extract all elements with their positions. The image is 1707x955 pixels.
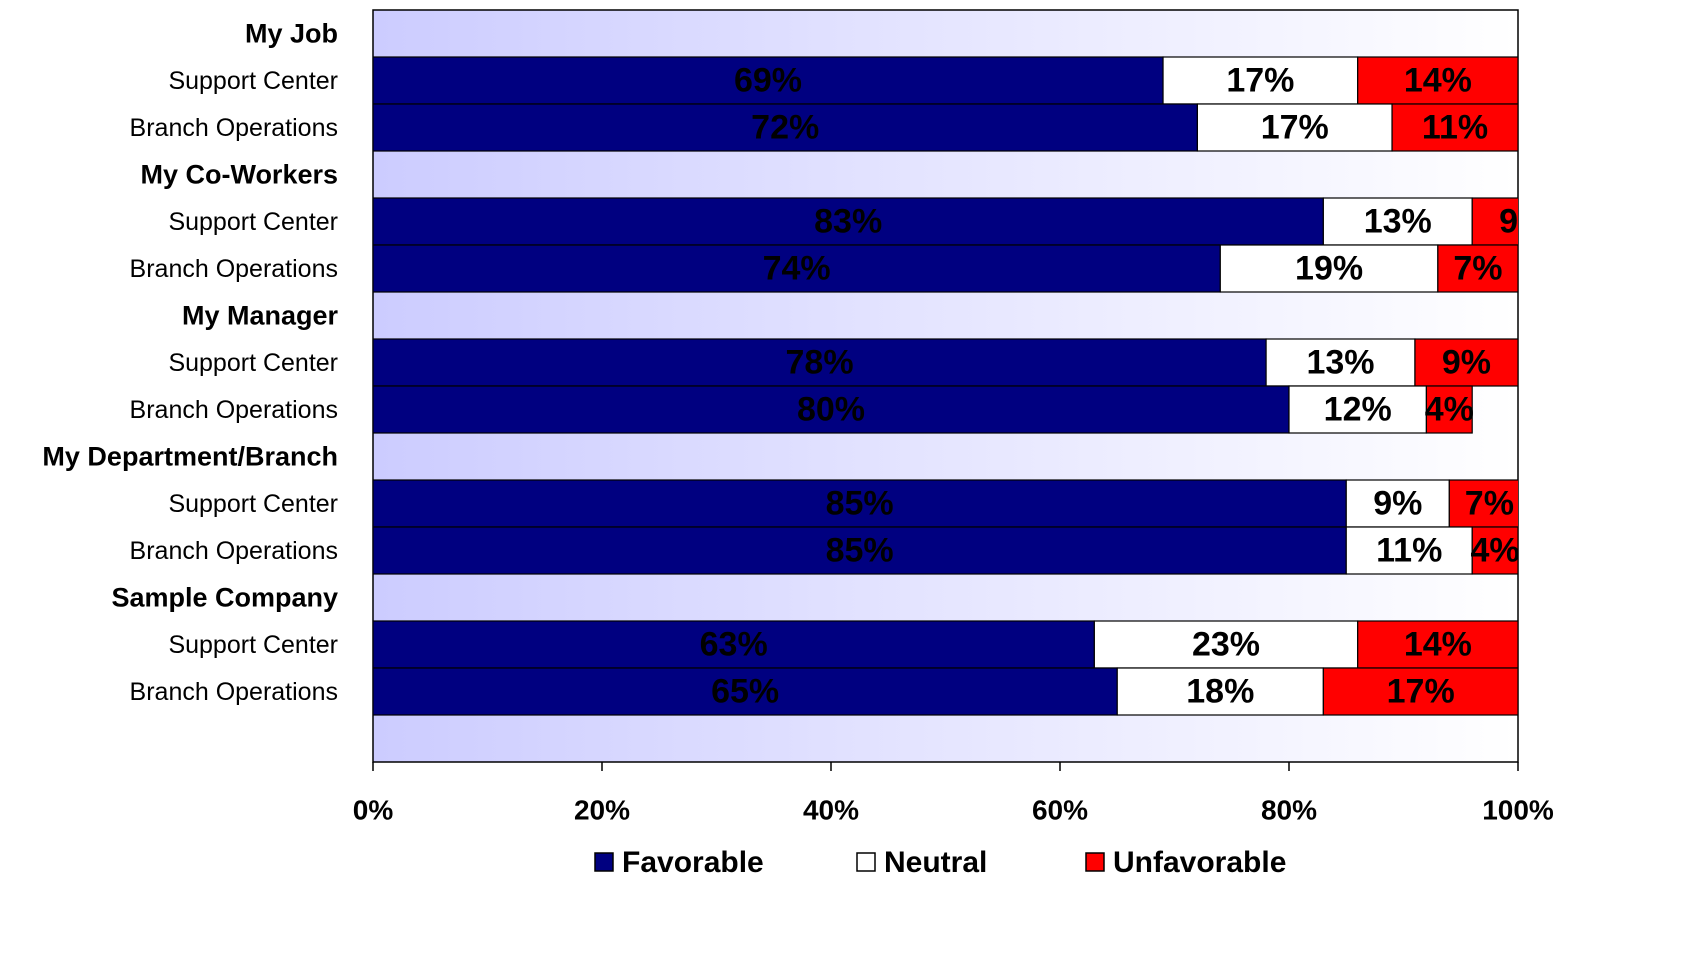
value-label: 17% [1261,108,1329,146]
legend-swatch [1085,852,1105,872]
value-label: 18% [1186,672,1254,710]
value-label: 63% [700,625,768,663]
x-tick-label: 20% [574,794,630,825]
value-label: 17% [1387,672,1455,710]
bar-segment [1288,385,1427,434]
x-tick-label: 40% [803,794,859,825]
value-label: 14% [1404,61,1472,99]
value-label: 7% [1453,249,1502,287]
bar-segment [373,244,1221,293]
legend-label: Favorable [622,846,764,879]
legend-swatch [856,852,876,872]
category-label: Branch Operations [130,678,338,706]
bar-segment [373,338,1267,387]
bar-segment [1162,56,1359,105]
bar-segment [373,103,1199,152]
group-label: My Manager [182,301,339,331]
value-label: 9% [1373,484,1422,522]
bar-segment [1219,244,1439,293]
category-label: Support Center [168,490,338,518]
bar-segment [373,526,1347,575]
x-tick-label: 60% [1032,794,1088,825]
bar-segment [373,385,1290,434]
value-label: 83% [814,202,882,240]
bar-segment [373,56,1164,105]
bar-segment [1265,338,1416,387]
legend-label: Unfavorable [1113,846,1286,879]
legend-label: Neutral [884,846,987,879]
group-label: My Co-Workers [140,160,338,190]
category-label: Branch Operations [130,396,338,424]
bar-segment [1448,479,1518,528]
category-label: Support Center [168,631,338,659]
bar-segment [1425,385,1473,434]
x-tick-label: 100% [1482,794,1554,825]
value-label: 13% [1364,202,1432,240]
category-label: Support Center [168,67,338,95]
value-label: 11% [1376,531,1442,569]
value-label: 69% [734,61,802,99]
value-label: 7% [1465,484,1514,522]
category-label: Support Center [168,208,338,236]
value-label: 85% [826,531,894,569]
value-label: 23% [1192,625,1260,663]
value-label: 78% [786,343,854,381]
value-label: 9% [1499,202,1548,240]
value-label: 19% [1295,249,1363,287]
value-label: 4% [1471,531,1520,569]
bar-segment [373,479,1347,528]
group-label: Sample Company [111,583,338,613]
legend-swatch [594,852,614,872]
category-label: Support Center [168,349,338,377]
value-label: 14% [1404,625,1472,663]
value-label: 17% [1226,61,1294,99]
category-label: Branch Operations [130,114,338,142]
value-label: 4% [1425,390,1474,428]
bar-segment [1471,526,1518,575]
value-label: 9% [1442,343,1491,381]
category-label: Branch Operations [130,255,338,283]
bar-segment [1391,103,1518,152]
bar-segment [1322,667,1518,716]
bar-segment [1471,197,1518,246]
bar-segment [1414,338,1518,387]
x-tick-label: 0% [353,794,394,825]
group-label: My Job [245,19,338,49]
bar-segment [1322,197,1473,246]
value-label: 11% [1422,108,1488,146]
value-label: 13% [1306,343,1374,381]
value-label: 72% [751,108,819,146]
bar-segment [1357,620,1518,669]
value-label: 80% [797,390,865,428]
bar-segment [1345,526,1473,575]
category-label: Branch Operations [130,537,338,565]
group-label: My Department/Branch [42,442,338,472]
bars: 69% 17% 14% 72% 17% 11% 83% 13% 9% 74% 19% 7% 78% 13%… [373,56,1548,716]
x-tick-label: 80% [1261,794,1317,825]
value-label: 12% [1324,390,1392,428]
bar-segment [1116,667,1324,716]
value-label: 74% [763,249,831,287]
bar-segment [1437,244,1518,293]
value-label: 65% [711,672,779,710]
value-label: 85% [826,484,894,522]
